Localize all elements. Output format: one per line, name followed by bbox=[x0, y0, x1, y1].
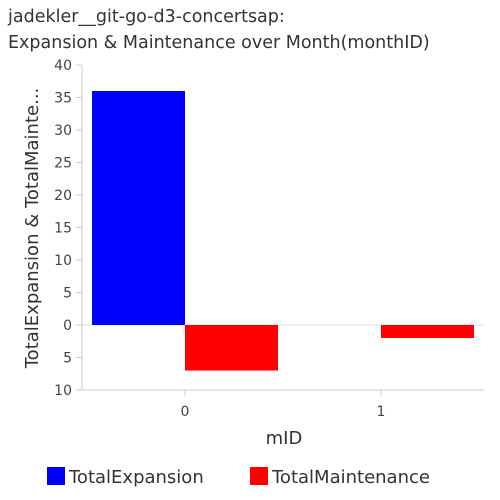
legend: TotalExpansion TotalMaintenance bbox=[47, 467, 430, 488]
plot-area bbox=[82, 91, 484, 371]
chart-title: jadekler__git-go-d3-concertsap: Expansio… bbox=[8, 4, 498, 56]
legend-label-totalmaintenance: TotalMaintenance bbox=[271, 467, 430, 488]
x-axis-title: mID bbox=[266, 428, 303, 449]
y-tick-label: 10 bbox=[54, 253, 72, 269]
y-tick-label: 15 bbox=[54, 221, 72, 237]
y-tick-label: 40 bbox=[54, 58, 72, 74]
x-tick-label: 1 bbox=[377, 404, 386, 420]
bar-totalmaintenance-0 bbox=[185, 325, 278, 371]
chart-title-line-1: jadekler__git-go-d3-concertsap: bbox=[8, 7, 285, 27]
bar-totalexpansion-0 bbox=[92, 91, 185, 325]
chart-title-line-2: Expansion & Maintenance over Month(month… bbox=[8, 33, 430, 53]
bar-totalmaintenance-1 bbox=[381, 325, 474, 338]
y-axis: 40 35 30 25 20 15 10 5 0 5 10 bbox=[54, 58, 83, 399]
legend-swatch-totalexpansion bbox=[47, 467, 65, 485]
y-tick-label: 30 bbox=[54, 123, 72, 139]
y-tick-label: 20 bbox=[54, 188, 72, 204]
y-tick-label: 5 bbox=[63, 286, 72, 302]
y-tick-label: 5 bbox=[63, 351, 72, 367]
y-tick-label: 35 bbox=[54, 91, 72, 107]
legend-label-totalexpansion: TotalExpansion bbox=[68, 467, 204, 488]
y-tick-label: 10 bbox=[54, 383, 72, 399]
legend-swatch-totalmaintenance bbox=[250, 467, 268, 485]
y-axis-title: TotalExpansion & TotalMainte... bbox=[22, 88, 43, 370]
x-tick-label: 0 bbox=[181, 404, 190, 420]
y-tick-label: 0 bbox=[63, 318, 72, 334]
y-tick-label: 25 bbox=[54, 156, 72, 172]
